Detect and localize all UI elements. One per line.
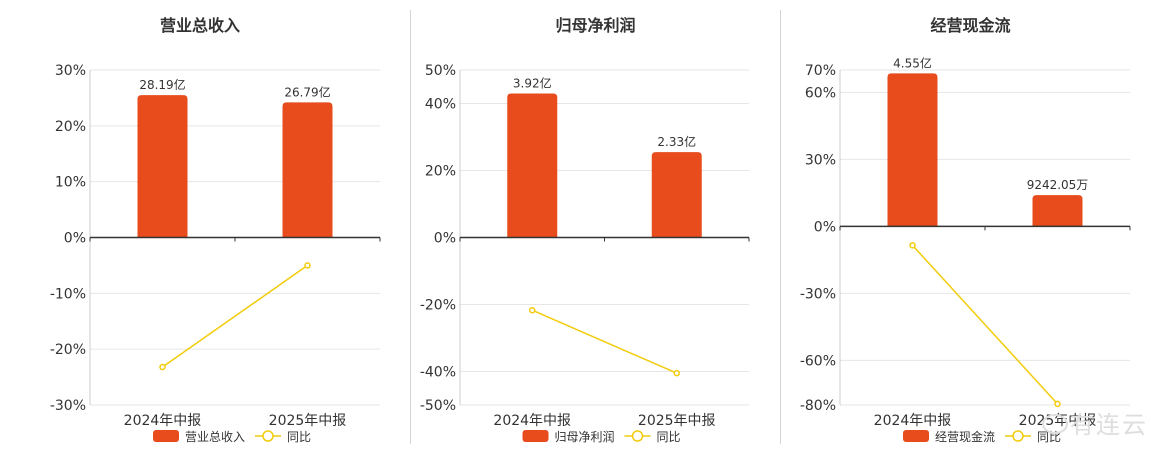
y-tick-label: 30%	[805, 152, 836, 168]
chart-panel-cash-flow: 经营现金流 70% 60% 30% 0% -30% -60% -80% 4.55亿 9242.0…	[781, 0, 1160, 450]
legend-bar-swatch	[153, 430, 179, 442]
series-point	[529, 306, 536, 314]
panel-divider	[410, 10, 411, 444]
legend-line-marker	[631, 430, 644, 442]
legend-bar-swatch	[522, 430, 549, 442]
series-line	[531, 309, 678, 374]
y-tick-label: -40%	[420, 365, 456, 381]
series-point	[673, 369, 680, 377]
chart-panel-revenue: 营业总收入 30% 20% 10% 0% -10% -20% -30% 28.19亿 26.79…	[0, 0, 400, 450]
bar	[1032, 195, 1083, 227]
x-tick-label: 2024年中报	[124, 413, 202, 429]
bar	[887, 73, 938, 227]
legend-label: 归母净利润	[555, 430, 615, 444]
x-tick-label: 2024年中报	[874, 413, 952, 429]
y-tick-label: -80%	[800, 398, 836, 414]
series-line	[911, 244, 1059, 405]
x-tick-label: 2025年中报	[638, 413, 716, 429]
y-tick-label: -20%	[420, 298, 456, 314]
chart-svg: 50% 40% 20% 0% -20% -40% -50% 3.92亿 2.33亿 2024年中报…	[420, 63, 750, 444]
bar	[137, 95, 188, 238]
panel-divider	[780, 10, 781, 444]
series-point	[304, 262, 311, 269]
chart-title: 归母净利润	[555, 16, 636, 35]
watermark-logo-icon	[1042, 414, 1068, 434]
y-tick-label: 30%	[55, 63, 86, 79]
bar-data-label: 28.19亿	[139, 77, 185, 92]
y-tick-label: -10%	[50, 286, 86, 302]
series-point	[1054, 400, 1061, 408]
legend-line-marker	[262, 430, 274, 442]
bar	[282, 102, 333, 238]
legend-line-marker	[1012, 430, 1024, 442]
x-tick-label: 2024年中报	[493, 413, 571, 429]
y-tick-label: 0%	[434, 231, 456, 247]
series-point	[909, 242, 916, 249]
bar-data-label: 9242.05万	[1027, 178, 1089, 192]
legend-label: 同比	[657, 430, 681, 444]
chart-title: 营业总收入	[159, 16, 240, 35]
y-tick-label: -30%	[50, 398, 86, 414]
bar-data-label: 3.92亿	[513, 75, 552, 90]
y-tick-label: -50%	[420, 398, 456, 414]
y-tick-label: -20%	[50, 342, 86, 358]
series-line	[162, 264, 308, 368]
y-tick-label: 0%	[64, 231, 86, 247]
chart-panel-net-profit: 归母净利润 50% 40% 20% 0% -20% -40% -50% 3.92亿 2.33亿 2…	[411, 0, 780, 450]
y-tick-label: 70%	[805, 63, 836, 79]
y-tick-label: 0%	[814, 219, 836, 235]
bar-data-label: 26.79亿	[284, 84, 330, 99]
y-tick-label: 50%	[425, 63, 456, 79]
y-tick-label: 40%	[425, 97, 456, 113]
y-tick-label: -30%	[800, 286, 836, 302]
legend-bar-swatch	[903, 430, 929, 442]
bar	[651, 152, 702, 238]
x-tick-label: 2025年中报	[269, 413, 347, 429]
y-tick-label: 10%	[55, 175, 86, 191]
legend-label: 营业总收入	[185, 430, 245, 444]
chart-title: 经营现金流	[930, 16, 1011, 35]
legend-label: 同比	[287, 430, 311, 444]
bar-data-label: 2.33亿	[657, 134, 696, 149]
chart-svg: 70% 60% 30% 0% -30% -60% -80% 4.55亿 9242.05万 2024…	[800, 55, 1131, 444]
watermark-text: 有连云	[1070, 411, 1148, 439]
legend-label: 经营现金流	[935, 429, 995, 444]
bar	[507, 93, 558, 238]
series-point	[159, 363, 166, 371]
y-tick-label: 20%	[55, 119, 86, 135]
chart-svg: 30% 20% 10% 0% -10% -20% -30% 28.19亿 26.79亿 2024年…	[50, 63, 381, 444]
bar-data-label: 4.55亿	[893, 55, 932, 70]
y-tick-label: 20%	[425, 164, 456, 180]
y-tick-label: -60%	[800, 353, 836, 369]
y-tick-label: 60%	[805, 85, 836, 101]
